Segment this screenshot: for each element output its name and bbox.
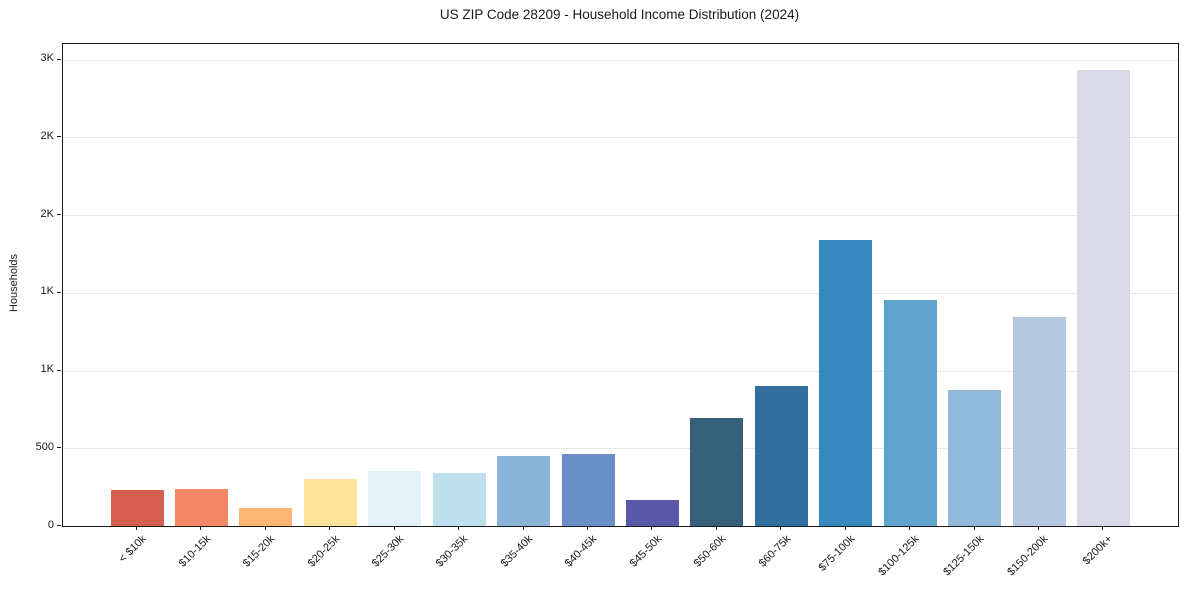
bar-15-20k xyxy=(239,508,293,526)
y-tick-label: 0 xyxy=(47,518,54,531)
x-tick-mark xyxy=(1038,526,1040,530)
x-tick-mark xyxy=(587,526,588,530)
y-tick-mark xyxy=(57,369,61,371)
gridline xyxy=(63,292,1178,294)
y-tick-label: 1K xyxy=(40,285,54,298)
y-tick-mark xyxy=(57,214,61,216)
bar-150-200k xyxy=(1012,316,1066,526)
y-tick-mark xyxy=(57,447,61,449)
y-tick-label: 1K xyxy=(40,363,54,376)
y-tick-mark xyxy=(57,58,61,60)
bar-45-50k xyxy=(625,500,679,526)
x-tick-mark xyxy=(973,526,975,530)
y-tick-mark xyxy=(57,136,61,138)
x-tick-label: $30-35k xyxy=(434,533,471,570)
x-tick-mark xyxy=(522,526,524,530)
x-tick-label: $15-20k xyxy=(240,533,278,570)
x-tick-label: $60-75k xyxy=(756,533,793,570)
gridline xyxy=(63,59,1178,61)
x-tick-label: $125-150k xyxy=(940,533,987,579)
x-tick-label: $20-25k xyxy=(305,533,342,570)
x-tick-mark xyxy=(393,526,395,530)
y-tick-mark xyxy=(57,525,61,526)
x-tick-label: $100-125k xyxy=(876,533,922,579)
x-tick-label: $35-40k xyxy=(498,533,536,570)
bar-40-45k xyxy=(561,454,615,526)
bar-35-40k xyxy=(497,456,551,526)
y-tick-label: 3K xyxy=(40,52,54,65)
bar-75-100k xyxy=(819,239,873,526)
bar-200k xyxy=(1076,70,1130,526)
gridline xyxy=(63,137,1178,139)
y-tick-label: 500 xyxy=(35,440,54,453)
bar-25-30k xyxy=(368,470,422,526)
x-tick-label: $10-15k xyxy=(176,533,213,570)
y-tick-label: 2K xyxy=(40,129,54,142)
x-tick-mark xyxy=(458,526,460,530)
bar-20-25k xyxy=(303,479,357,526)
x-tick-mark xyxy=(844,526,846,530)
gridline xyxy=(63,370,1178,372)
y-axis-label: Households xyxy=(8,253,20,313)
x-tick-label: $40-45k xyxy=(562,533,600,570)
x-tick-mark xyxy=(200,526,202,530)
x-tick-mark xyxy=(1102,526,1104,530)
bar-60-75k xyxy=(754,386,808,526)
gridline xyxy=(63,448,1178,450)
x-tick-mark xyxy=(264,526,266,530)
plot-area xyxy=(62,43,1179,527)
x-tick-label: $45-50k xyxy=(627,533,664,570)
x-tick-label: $200k+ xyxy=(1080,533,1115,568)
x-tick-mark xyxy=(329,526,331,530)
x-tick-label: < $10k xyxy=(116,533,149,566)
y-tick-label: 2K xyxy=(40,207,54,220)
bar-10k xyxy=(110,490,164,526)
bar-50-60k xyxy=(690,417,744,526)
x-tick-mark xyxy=(715,526,717,530)
x-tick-label: $25-30k xyxy=(369,533,407,570)
chart-title: US ZIP Code 28209 - Household Income Dis… xyxy=(439,7,800,22)
x-tick-mark xyxy=(651,526,653,530)
x-tick-mark xyxy=(136,526,137,530)
bar-10-15k xyxy=(174,488,228,526)
x-tick-label: $150-200k xyxy=(1005,533,1051,579)
gridline xyxy=(63,215,1178,217)
bar-100-125k xyxy=(883,299,937,526)
x-tick-mark xyxy=(780,526,782,530)
y-tick-mark xyxy=(57,291,61,293)
x-tick-label: $75-100k xyxy=(816,533,858,574)
x-tick-label: $50-60k xyxy=(691,533,729,570)
x-tick-mark xyxy=(909,526,911,530)
bar-30-35k xyxy=(432,473,486,526)
bar-125-150k xyxy=(948,389,1002,526)
